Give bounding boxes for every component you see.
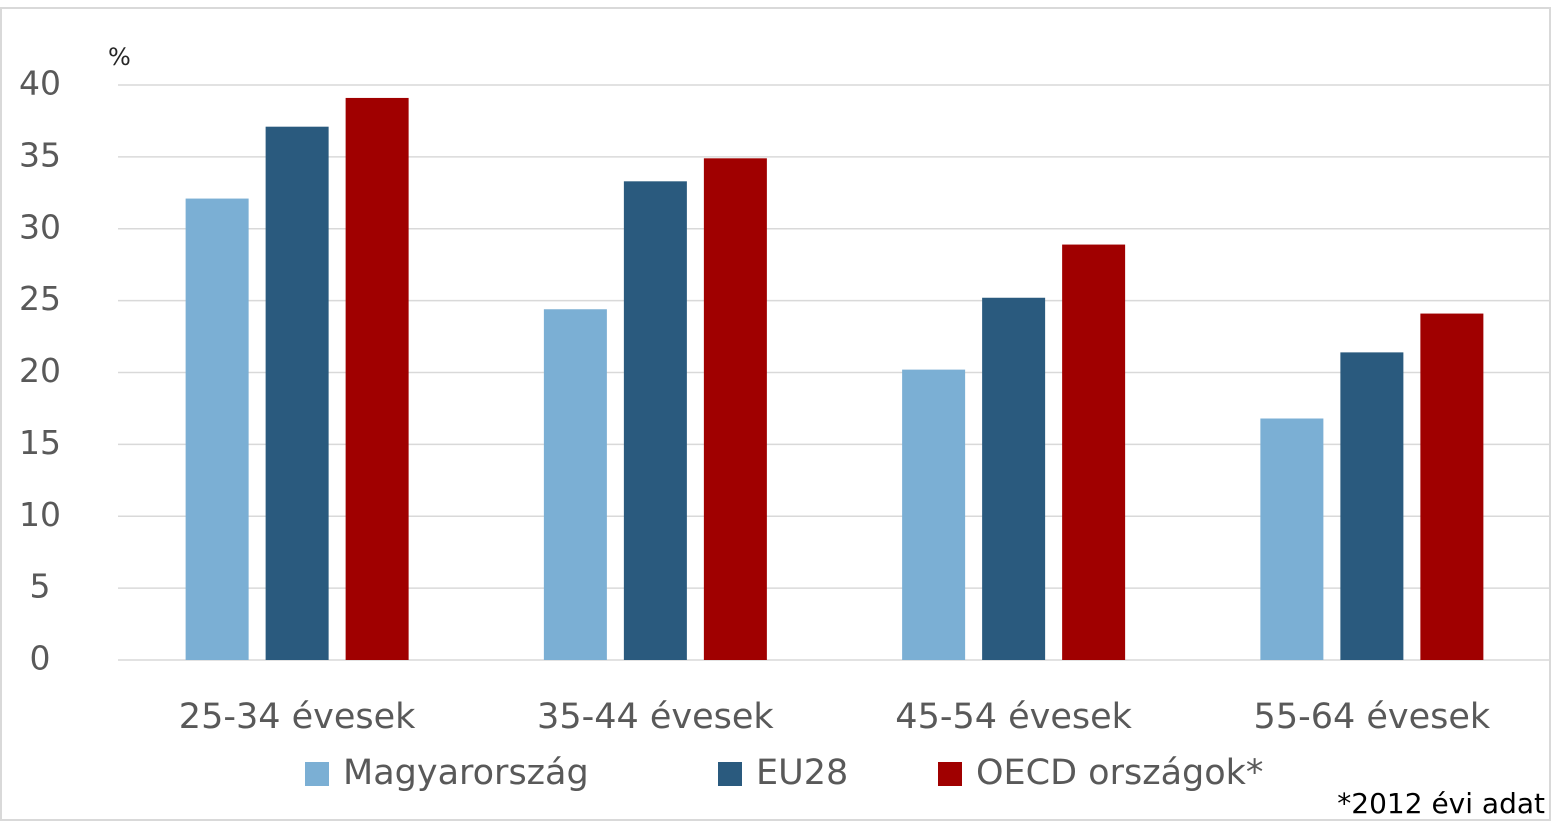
x-tick-label: 35-44 évesek bbox=[537, 697, 774, 737]
bar bbox=[1420, 313, 1484, 660]
y-tick-label: 5 bbox=[30, 567, 51, 606]
bar bbox=[345, 97, 409, 660]
bar bbox=[982, 297, 1046, 660]
legend-label: EU28 bbox=[756, 753, 848, 793]
x-tick-label: 55-64 évesek bbox=[1254, 697, 1491, 737]
bar bbox=[1340, 352, 1404, 660]
footnote: *2012 évi adat bbox=[1337, 787, 1545, 820]
x-tick-label: 25-34 évesek bbox=[179, 697, 416, 737]
bar bbox=[902, 369, 966, 660]
bar bbox=[703, 158, 767, 660]
y-tick-label: 25 bbox=[19, 279, 61, 318]
y-tick-label: 0 bbox=[30, 639, 51, 678]
y-tick-label: 15 bbox=[19, 423, 61, 462]
bar bbox=[1260, 418, 1324, 660]
y-tick-label: 35 bbox=[19, 135, 61, 174]
y-tick-label: 10 bbox=[19, 495, 61, 534]
bar bbox=[543, 309, 607, 660]
legend-swatch bbox=[305, 762, 329, 786]
bar bbox=[623, 181, 687, 660]
x-tick-label: 45-54 évesek bbox=[895, 697, 1132, 737]
bar bbox=[185, 198, 249, 660]
legend-label: OECD országok* bbox=[976, 753, 1263, 793]
y-tick-label: 30 bbox=[19, 207, 61, 246]
bar bbox=[265, 126, 329, 660]
legend-swatch bbox=[938, 762, 962, 786]
legend-swatch bbox=[718, 762, 742, 786]
bar bbox=[1062, 244, 1126, 660]
y-tick-label: 40 bbox=[19, 64, 61, 103]
y-tick-label: 20 bbox=[19, 351, 61, 390]
unit-label: % bbox=[108, 43, 131, 71]
frame bbox=[0, 7, 1551, 821]
legend-label: Magyarország bbox=[343, 753, 589, 793]
